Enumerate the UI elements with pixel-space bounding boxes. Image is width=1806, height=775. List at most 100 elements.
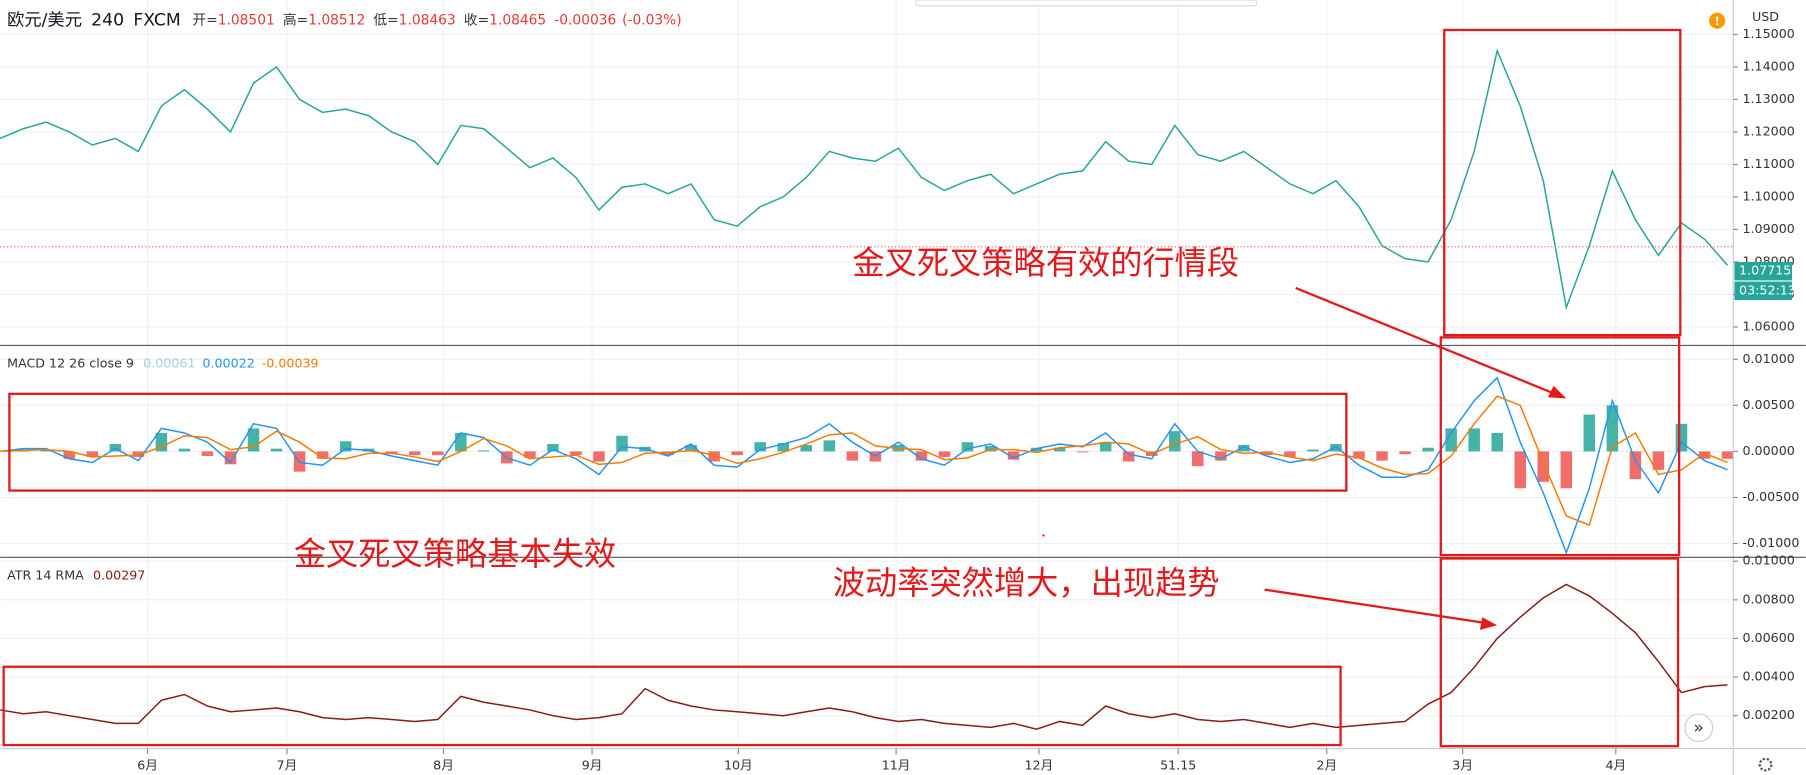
x-tick-label: 9月 [582,757,603,772]
symbol: 欧元/美元 [7,11,82,31]
histogram-bar [800,444,813,452]
histogram-bar [1122,451,1135,462]
x-tick-label: 2月 [1316,757,1337,772]
histogram-bar [1422,447,1434,452]
histogram-bar [201,451,214,457]
y-tick-label: 1.10000 [1742,188,1794,203]
ohlc-value: 1.08463 [399,13,456,29]
change-percent: (-0.03%) [622,13,682,29]
annotation-text: 金叉死叉策略基本失效 [294,535,616,573]
histogram-bar [1468,428,1480,452]
histogram-bar [1053,447,1066,452]
histogram-bar [178,448,191,452]
histogram-bar [109,444,122,452]
x-tick-label: 7月 [277,757,298,772]
histogram-bar [570,451,582,456]
ohlc-label: 开= [192,13,217,29]
histogram-bar [478,450,490,452]
y-tick-label: 0.00500 [1742,397,1794,412]
annotation-text: 波动率突然增大，出现趋势 [833,564,1220,602]
arrow-head [1479,617,1498,630]
histogram-bar [1721,451,1734,459]
indicator-value: 0.00297 [93,567,145,582]
annotation-box [1439,557,1680,748]
indicator-value: -0.00039 [262,355,319,370]
annotation-box [8,392,1348,492]
series-line [0,48,1729,311]
histogram-bar [86,451,99,457]
histogram-bar [316,451,329,459]
histogram-bar [40,450,52,452]
histogram-bar [1238,444,1250,452]
ohlc-label: 收= [464,13,489,29]
settings-icon[interactable] [1758,757,1773,772]
y-tick-label: 0.00400 [1742,669,1794,684]
y-tick-label: -0.00500 [1742,489,1799,504]
alert-icon[interactable] [1709,12,1726,29]
histogram-bar [1284,451,1296,457]
histogram-bar [1583,414,1596,452]
countdown-box [1734,281,1793,300]
change: -0.00036 [554,13,616,29]
x-tick-label: 10月 [724,757,753,772]
price-label: 1.07715 [1739,263,1791,278]
indicator-title: MACD 12 26 close 9 [7,355,134,370]
annotation-arrow [1264,588,1486,625]
histogram-bar [1307,449,1319,452]
currency-label: USD [1752,9,1779,24]
histogram-bar [1629,451,1642,480]
y-tick-label: 1.09000 [1742,221,1794,236]
histogram-bar [132,451,145,457]
histogram-bar [708,451,720,462]
histogram-bar [984,445,997,452]
annotation-shapes [2,28,1682,748]
histogram-bar [1215,451,1227,461]
histogram-bar [1261,451,1273,456]
histogram-bar [408,451,421,456]
histogram-bar [455,432,467,452]
histogram-bar [731,451,743,456]
histogram-bar [1560,451,1573,489]
y-tick-label: 1.14000 [1742,58,1794,73]
y-tick-label: 0.01000 [1742,553,1794,568]
histogram-bar [1652,451,1665,470]
toolbar-stub [915,0,1258,7]
histogram-bar [339,441,352,452]
indicator-value: 0.00022 [202,355,254,370]
scroll-button[interactable] [1684,713,1714,743]
histogram-bar [777,443,789,452]
histogram-bar [1399,451,1411,455]
annotation-arrow [1295,286,1556,395]
histogram-bar [593,451,605,462]
histogram-bar [1491,432,1503,452]
ohlc-value: 1.08512 [308,13,365,29]
annotation-box [1439,336,1681,557]
x-tick-label: 3月 [1452,757,1473,772]
histogram-bar [1353,451,1365,459]
scroll-button-icon: » [1693,718,1704,738]
ohlc-label: 高= [283,12,308,29]
arrow-head [1547,385,1567,399]
ohlc-value: 1.08501 [218,13,275,29]
histogram-bar [616,435,628,452]
y-tick-label: 1.13000 [1742,91,1794,106]
histogram-bar [846,451,859,461]
histogram-bar [823,440,836,452]
x-tick-label: 51.15 [1160,757,1196,772]
x-tick-label: 12月 [1025,757,1054,772]
countdown: 03:52:13 [1739,282,1796,297]
histogram-bar [1007,451,1020,460]
histogram-bar [1606,405,1619,452]
histogram-bar [662,451,674,456]
exchange: FXCM [133,11,180,31]
histogram-bar [1030,447,1043,452]
ohlc-label: 低= [373,13,398,29]
histogram-bar [155,432,168,452]
y-tick-label: 1.15000 [1742,26,1794,41]
histogram-bar [270,448,283,452]
y-tick-label: 1.11000 [1742,156,1794,171]
ohlc-value: 1.08465 [489,13,546,29]
dot [1042,534,1045,537]
histogram-bar [685,444,697,452]
